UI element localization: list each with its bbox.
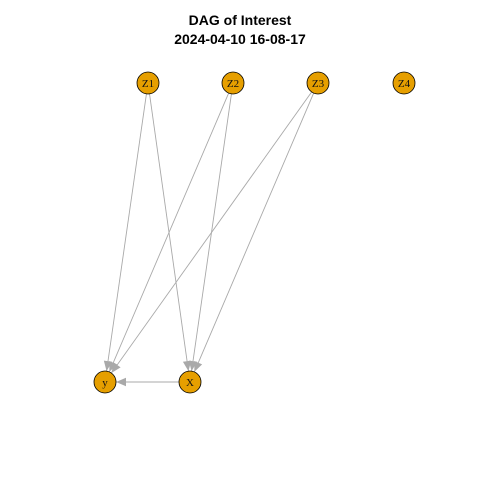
- edge-line: [193, 92, 315, 373]
- node-label: Z3: [312, 78, 325, 90]
- arrowhead: [194, 361, 203, 372]
- node-Z3: Z3: [306, 71, 330, 95]
- node-Z2: Z2: [221, 71, 245, 95]
- node-circle: [392, 71, 416, 95]
- edge-X-y: [116, 377, 179, 387]
- edge-Z3-X: [193, 92, 315, 373]
- edge-Z1-X: [149, 93, 192, 372]
- edge-Z3-y: [111, 91, 312, 374]
- diagram-subtitle: 2024-04-10 16-08-17: [174, 31, 306, 47]
- diagram-title: DAG of Interest: [188, 12, 292, 28]
- node-label: y: [102, 377, 108, 389]
- node-circle: [178, 370, 202, 394]
- edge-Z1-y: [103, 93, 147, 372]
- node-layer: Z1 Z2 Z3 Z4 y X: [93, 71, 416, 394]
- node-Z1: Z1: [136, 71, 160, 95]
- edge-line: [111, 91, 312, 374]
- node-label: X: [186, 377, 194, 389]
- edge-line: [106, 93, 147, 372]
- edge-layer: [103, 91, 315, 387]
- node-circle: [136, 71, 160, 95]
- edge-Z2-y: [108, 92, 230, 373]
- node-circle: [306, 71, 330, 95]
- node-label: Z4: [398, 78, 411, 90]
- arrowhead: [111, 362, 121, 374]
- node-y: y: [93, 370, 117, 394]
- node-label: Z1: [142, 78, 154, 90]
- arrowhead: [182, 360, 192, 372]
- node-Z4: Z4: [392, 71, 416, 95]
- node-circle: [221, 71, 245, 95]
- node-label: Z2: [227, 78, 239, 90]
- edge-line: [108, 92, 230, 373]
- node-circle: [93, 370, 117, 394]
- node-X: X: [178, 370, 202, 394]
- arrowhead: [116, 377, 126, 387]
